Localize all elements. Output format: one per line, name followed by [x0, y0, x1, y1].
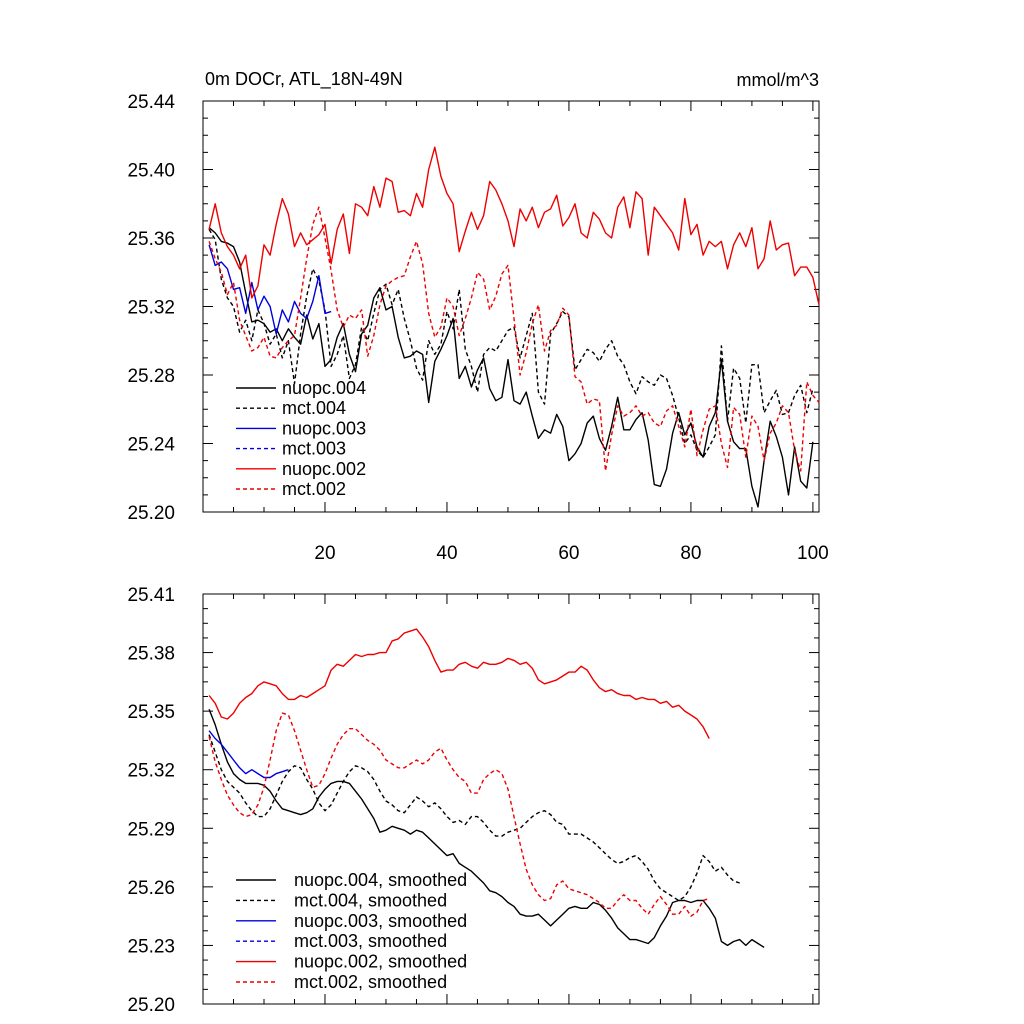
legend-label: mct.002, smoothed	[294, 972, 447, 992]
series-line	[208, 229, 814, 458]
y-tick-label: 25.29	[127, 819, 175, 840]
legend-label: nuopc.004, smoothed	[294, 870, 467, 890]
y-tick-label: 25.40	[127, 161, 175, 182]
y-tick-label: 25.23	[127, 936, 175, 957]
legend-label: nuopc.002	[282, 459, 366, 479]
series-line	[208, 708, 765, 948]
panel2-ticks	[203, 593, 819, 1005]
series-line	[208, 628, 710, 739]
legend-label: nuopc.003, smoothed	[294, 911, 467, 931]
panel1-title: 0m DOCr, ATL_18N-49N	[205, 69, 403, 90]
legend-label: nuopc.003	[282, 418, 366, 438]
x-tick-label: 40	[436, 543, 457, 564]
x-tick-label: 20	[314, 543, 335, 564]
legend-label: mct.003	[282, 439, 346, 459]
y-tick-label: 25.20	[127, 995, 175, 1016]
x-tick-label: 100	[797, 543, 829, 564]
y-tick-label: 25.32	[127, 298, 175, 319]
legend-label: nuopc.004	[282, 378, 366, 398]
y-tick-label: 25.32	[127, 761, 175, 782]
panel1-units: mmol/m^3	[737, 70, 819, 90]
x-tick-label: 80	[680, 543, 701, 564]
series-line	[208, 206, 820, 472]
y-tick-label: 25.26	[127, 878, 175, 899]
y-tick-label: 25.36	[127, 229, 175, 250]
y-tick-label: 25.38	[127, 644, 175, 665]
panel1-y-tick-labels: 25.20 25.24 25.28 25.32 25.36 25.40 25.44	[127, 92, 175, 524]
x-tick-label: 60	[558, 543, 579, 564]
series-line	[208, 712, 710, 917]
panel1-legend: nuopc.004mct.004nuopc.003mct.003nuopc.00…	[236, 378, 366, 499]
series-line	[208, 244, 332, 335]
legend-label: mct.002	[282, 479, 346, 499]
panel2-series	[208, 628, 765, 948]
legend-label: mct.003, smoothed	[294, 931, 447, 951]
legend-label: nuopc.002, smoothed	[294, 952, 467, 972]
panel1-ticks	[203, 100, 819, 513]
y-tick-label: 25.20	[127, 503, 175, 524]
panel2-y-tick-labels: 25.20 25.23 25.26 25.29 25.32 25.35 25.38 25.41	[127, 585, 175, 1016]
panel1-series	[208, 146, 820, 508]
legend-label: mct.004, smoothed	[294, 890, 447, 910]
y-tick-label: 25.41	[127, 585, 175, 606]
legend-label: mct.004	[282, 398, 346, 418]
series-line	[208, 146, 820, 305]
y-tick-label: 25.35	[127, 702, 175, 723]
panel1-x-tick-labels: 20 40 60 80 100	[314, 543, 828, 564]
series-line	[208, 734, 740, 902]
series-line	[208, 730, 289, 779]
y-tick-label: 25.24	[127, 435, 175, 456]
y-tick-label: 25.28	[127, 366, 175, 387]
y-tick-label: 25.44	[127, 92, 175, 113]
series-line	[208, 227, 814, 508]
